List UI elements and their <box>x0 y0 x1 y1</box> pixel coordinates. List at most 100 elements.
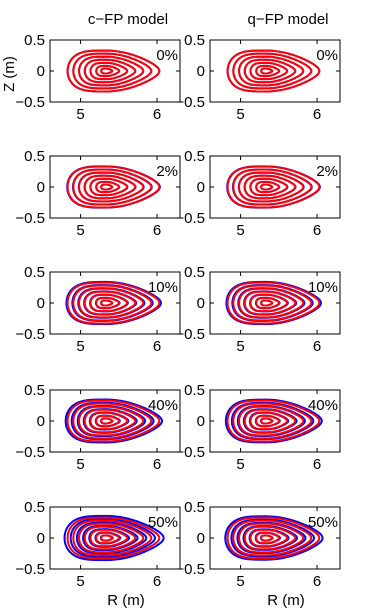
panel-2-1: 5 6 −0.5 0 0.5 10% <box>175 264 341 355</box>
percent-label: 2% <box>316 163 338 180</box>
red-surface-0 <box>226 399 321 443</box>
red-surface-2 <box>238 287 305 319</box>
red-surface-1 <box>232 519 313 557</box>
x-tick-label: 5 <box>236 456 244 473</box>
red-surface-1 <box>72 519 153 557</box>
panel-1-0: 5 6 −0.5 0 0.5 2% <box>15 148 181 239</box>
red-surface-5 <box>95 531 121 545</box>
x-tick-label: 5 <box>236 573 244 590</box>
x-tick-label: 5 <box>236 338 244 355</box>
red-surface-6 <box>100 67 114 75</box>
red-surface-3 <box>243 58 297 84</box>
contour-group <box>225 280 322 326</box>
red-surface-6 <box>100 183 114 191</box>
blue-surface-0 <box>63 514 165 562</box>
column-title-cfp: c−FP model <box>88 11 168 28</box>
contour-group <box>66 49 161 93</box>
red-surface-3 <box>83 174 137 200</box>
x-tick-label: 6 <box>153 222 161 239</box>
red-surface-6 <box>260 67 274 75</box>
red-surface-4 <box>89 293 129 313</box>
x-tick-label: 5 <box>76 338 84 355</box>
red-surface-5 <box>95 296 121 310</box>
y-tick-label: −0.5 <box>15 94 45 111</box>
blue-surface-0 <box>64 398 164 444</box>
y-tick-label: 0 <box>197 179 205 196</box>
red-surface-5 <box>255 531 281 545</box>
column-title-qfp: q−FP model <box>247 11 328 28</box>
panel-grid: 5 6 −0.5 0 0.5 0% 5 6 −0.5 0 0.5 0% 5 6 −0.5 0 0.5 2% 5 6 −0… <box>15 32 341 590</box>
red-surface-5 <box>95 414 121 428</box>
red-surface-2 <box>78 171 145 203</box>
contour-group <box>64 398 164 444</box>
y-tick-label: −0.5 <box>175 561 205 578</box>
red-surface-4 <box>249 528 289 548</box>
percent-label: 40% <box>148 397 178 414</box>
y-tick-label: 0.5 <box>184 32 205 49</box>
red-surface-3 <box>243 408 297 434</box>
x-tick-label: 5 <box>236 106 244 123</box>
contour-group <box>226 165 321 209</box>
red-surface-1 <box>72 52 153 90</box>
red-surface-6 <box>100 417 114 425</box>
blue-surface-0 <box>224 398 323 444</box>
blue-surface-1 <box>69 518 156 558</box>
percent-label: 2% <box>156 163 178 180</box>
y-tick-label: 0 <box>37 63 45 80</box>
y-tick-label: 0 <box>37 413 45 430</box>
red-surface-4 <box>89 177 129 197</box>
x-tick-label: 6 <box>313 573 321 590</box>
y-tick-label: −0.5 <box>175 210 205 227</box>
x-axis-label-qfp: R (m) <box>267 592 305 609</box>
x-tick-label: 6 <box>313 222 321 239</box>
y-tick-label: 0 <box>197 413 205 430</box>
percent-label: 50% <box>148 514 178 531</box>
panel-0-1: 5 6 −0.5 0 0.5 0% <box>175 32 341 123</box>
contour-group <box>65 280 162 326</box>
y-tick-label: −0.5 <box>175 326 205 343</box>
red-surface-3 <box>83 290 137 316</box>
red-surface-0 <box>66 516 161 560</box>
y-tick-label: −0.5 <box>175 94 205 111</box>
y-tick-label: −0.5 <box>15 561 45 578</box>
panel-4-1: 5 6 −0.5 0 0.5 50% <box>175 499 341 590</box>
red-surface-4 <box>249 177 289 197</box>
red-surface-5 <box>255 64 281 78</box>
red-surface-2 <box>238 55 305 87</box>
y-tick-label: −0.5 <box>15 326 45 343</box>
y-axis-label: Z (m) <box>1 56 18 92</box>
blue-surface-0 <box>224 515 324 561</box>
panel-1-1: 5 6 −0.5 0 0.5 2% <box>175 148 341 239</box>
red-surface-0 <box>66 165 161 209</box>
y-tick-label: 0 <box>197 63 205 80</box>
red-surface-2 <box>238 405 305 437</box>
red-surface-6 <box>100 534 114 542</box>
red-surface-0 <box>66 49 161 93</box>
red-surface-6 <box>260 183 274 191</box>
y-tick-label: −0.5 <box>175 444 205 461</box>
red-surface-5 <box>255 414 281 428</box>
y-tick-label: 0.5 <box>184 382 205 399</box>
blue-surface-2 <box>236 521 307 555</box>
x-tick-label: 6 <box>313 338 321 355</box>
red-surface-6 <box>100 299 114 307</box>
red-surface-3 <box>83 525 137 551</box>
red-surface-0 <box>226 165 321 209</box>
red-surface-0 <box>226 281 321 325</box>
blue-surface-1 <box>70 401 155 441</box>
red-surface-0 <box>226 516 321 560</box>
percent-label: 40% <box>308 397 338 414</box>
y-tick-label: 0 <box>37 295 45 312</box>
percent-label: 50% <box>308 514 338 531</box>
y-tick-label: 0.5 <box>24 382 45 399</box>
y-tick-label: 0 <box>197 530 205 547</box>
red-surface-1 <box>232 168 313 206</box>
y-tick-label: 0.5 <box>184 499 205 516</box>
red-surface-4 <box>249 293 289 313</box>
red-surface-5 <box>95 180 121 194</box>
red-surface-6 <box>260 417 274 425</box>
x-tick-label: 5 <box>76 222 84 239</box>
red-surface-0 <box>226 49 321 93</box>
panel-0-0: 5 6 −0.5 0 0.5 0% <box>15 32 181 123</box>
